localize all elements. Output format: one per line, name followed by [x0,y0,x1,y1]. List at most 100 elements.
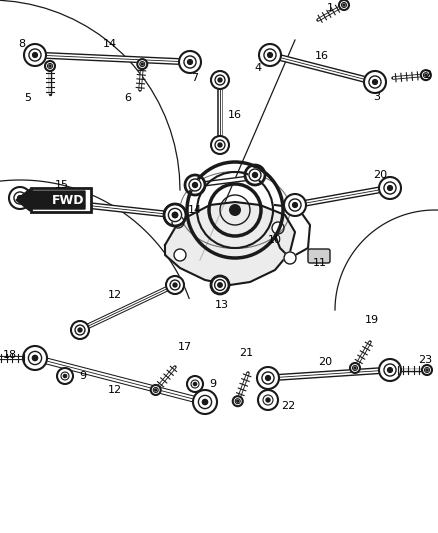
Text: 7: 7 [191,73,198,83]
Text: 4: 4 [254,63,261,73]
Circle shape [284,252,296,264]
Text: 16: 16 [315,51,329,61]
Text: 21: 21 [239,348,253,358]
Circle shape [45,61,55,71]
Circle shape [9,187,31,209]
Circle shape [151,385,161,395]
Text: 3: 3 [374,92,381,102]
Circle shape [233,396,243,406]
Text: 22: 22 [281,401,295,411]
Text: 17: 17 [178,342,192,352]
Text: 14: 14 [103,39,117,49]
Text: 15: 15 [55,180,69,190]
Circle shape [266,398,270,402]
Circle shape [137,59,147,69]
Circle shape [64,374,67,377]
Circle shape [49,65,51,67]
Circle shape [78,328,82,332]
Circle shape [164,204,186,226]
Circle shape [373,79,378,84]
Text: 5: 5 [25,93,32,103]
Text: 18: 18 [3,350,17,360]
Circle shape [166,276,184,294]
Text: 12: 12 [108,385,122,395]
Circle shape [218,78,222,82]
Circle shape [173,283,177,287]
Circle shape [211,136,229,154]
Circle shape [237,400,239,402]
Circle shape [141,63,143,65]
Circle shape [187,60,192,64]
Circle shape [164,204,186,226]
Text: 13: 13 [215,300,229,310]
Text: 11: 11 [313,258,327,268]
FancyBboxPatch shape [31,188,91,212]
Circle shape [172,212,178,218]
Circle shape [23,346,47,370]
Circle shape [218,282,222,287]
Text: 19: 19 [365,315,379,325]
Circle shape [211,276,229,294]
Circle shape [379,177,401,199]
Circle shape [354,367,356,369]
Text: 8: 8 [18,39,25,49]
Circle shape [350,363,360,373]
Text: 20: 20 [318,357,332,367]
Circle shape [259,44,281,66]
Text: 23: 23 [418,355,432,365]
Circle shape [187,376,203,392]
Circle shape [215,280,226,290]
Circle shape [258,390,278,410]
Circle shape [229,204,241,216]
Circle shape [364,71,386,93]
Text: 6: 6 [124,93,131,103]
Circle shape [155,389,157,391]
Circle shape [18,196,22,200]
Circle shape [245,165,265,185]
Circle shape [343,4,345,6]
Text: 2: 2 [424,70,431,80]
Circle shape [32,53,37,58]
Circle shape [379,359,401,381]
Text: 14: 14 [188,205,202,215]
Circle shape [193,390,217,414]
Circle shape [24,44,46,66]
Circle shape [57,368,73,384]
Circle shape [426,369,428,371]
Circle shape [174,249,186,261]
Circle shape [189,179,201,191]
Circle shape [218,143,222,147]
Circle shape [168,208,182,222]
Polygon shape [165,202,295,285]
Circle shape [425,74,427,76]
Circle shape [339,0,349,10]
Circle shape [257,367,279,389]
Text: FWD: FWD [52,193,84,206]
Circle shape [185,175,205,195]
Circle shape [192,182,198,188]
Circle shape [268,53,272,58]
Circle shape [421,70,431,80]
Circle shape [265,376,270,381]
Circle shape [252,173,258,177]
Circle shape [211,71,229,89]
Circle shape [173,213,177,217]
Circle shape [293,203,297,207]
Circle shape [388,368,392,373]
Text: 10: 10 [268,235,282,245]
Circle shape [422,365,432,375]
Circle shape [172,216,184,228]
Circle shape [32,356,38,361]
Text: 9: 9 [79,371,87,381]
Circle shape [71,321,89,339]
FancyBboxPatch shape [308,249,330,263]
Circle shape [194,382,197,385]
Circle shape [179,51,201,73]
Text: 16: 16 [228,110,242,120]
Circle shape [388,185,392,190]
Text: 20: 20 [373,170,387,180]
Text: 12: 12 [108,290,122,300]
Circle shape [249,169,261,181]
Text: 9: 9 [209,379,216,389]
Circle shape [272,222,284,234]
